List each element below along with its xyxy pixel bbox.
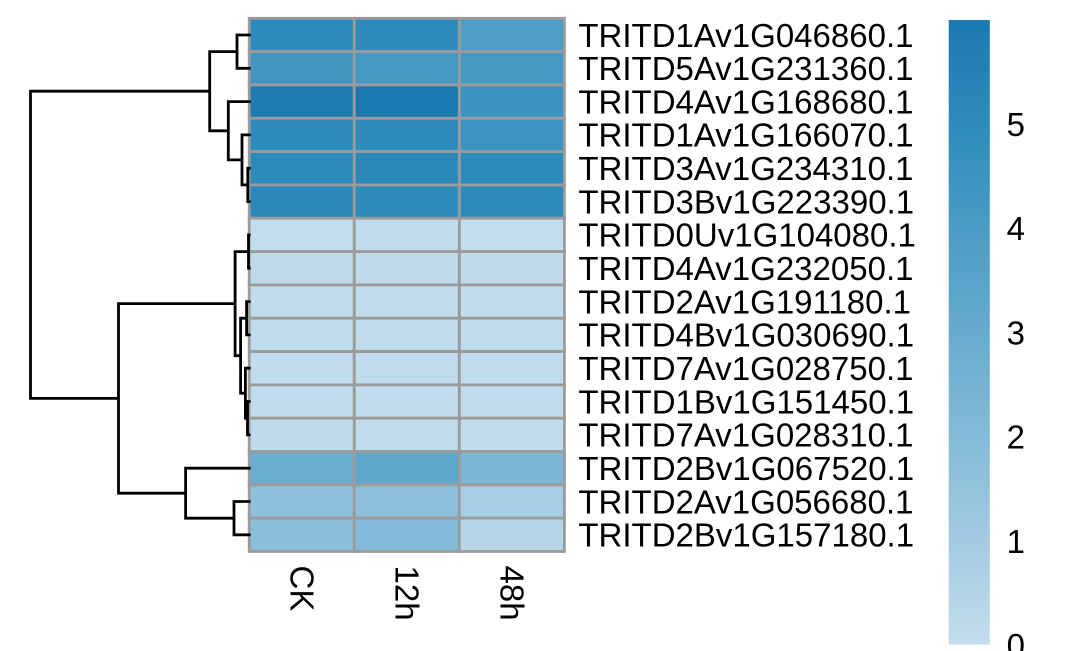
svg-text:TRITD0Uv1G104080.1: TRITD0Uv1G104080.1	[578, 217, 916, 254]
svg-text:5: 5	[1007, 106, 1025, 143]
svg-text:TRITD2Av1G056680.1: TRITD2Av1G056680.1	[578, 483, 913, 520]
svg-text:TRITD4Bv1G030690.1: TRITD4Bv1G030690.1	[578, 317, 914, 354]
svg-text:4: 4	[1007, 210, 1025, 247]
svg-text:TRITD2Bv1G157180.1: TRITD2Bv1G157180.1	[578, 517, 914, 554]
svg-text:TRITD7Av1G028750.1: TRITD7Av1G028750.1	[578, 350, 913, 387]
svg-text:TRITD3Bv1G223390.1: TRITD3Bv1G223390.1	[578, 183, 914, 220]
svg-text:TRITD2Bv1G067520.1: TRITD2Bv1G067520.1	[578, 450, 914, 487]
svg-text:2: 2	[1007, 419, 1025, 456]
svg-text:12h: 12h	[389, 566, 426, 621]
svg-text:TRITD3Av1G234310.1: TRITD3Av1G234310.1	[578, 150, 913, 187]
svg-text:1: 1	[1007, 523, 1025, 560]
svg-text:TRITD1Bv1G151450.1: TRITD1Bv1G151450.1	[578, 383, 914, 420]
svg-text:TRITD4Av1G168680.1: TRITD4Av1G168680.1	[578, 83, 913, 120]
svg-text:TRITD5Av1G231360.1: TRITD5Av1G231360.1	[578, 50, 913, 87]
svg-text:TRITD1Av1G166070.1: TRITD1Av1G166070.1	[578, 117, 913, 154]
svg-text:CK: CK	[283, 566, 320, 612]
svg-text:TRITD2Av1G191180.1: TRITD2Av1G191180.1	[578, 283, 911, 320]
svg-text:TRITD1Av1G046860.1: TRITD1Av1G046860.1	[578, 17, 913, 54]
svg-text:3: 3	[1007, 315, 1025, 352]
svg-text:0: 0	[1007, 627, 1025, 651]
svg-text:48h: 48h	[494, 566, 531, 621]
svg-text:TRITD4Av1G232050.1: TRITD4Av1G232050.1	[578, 250, 913, 287]
svg-text:TRITD7Av1G028310.1: TRITD7Av1G028310.1	[578, 417, 913, 454]
